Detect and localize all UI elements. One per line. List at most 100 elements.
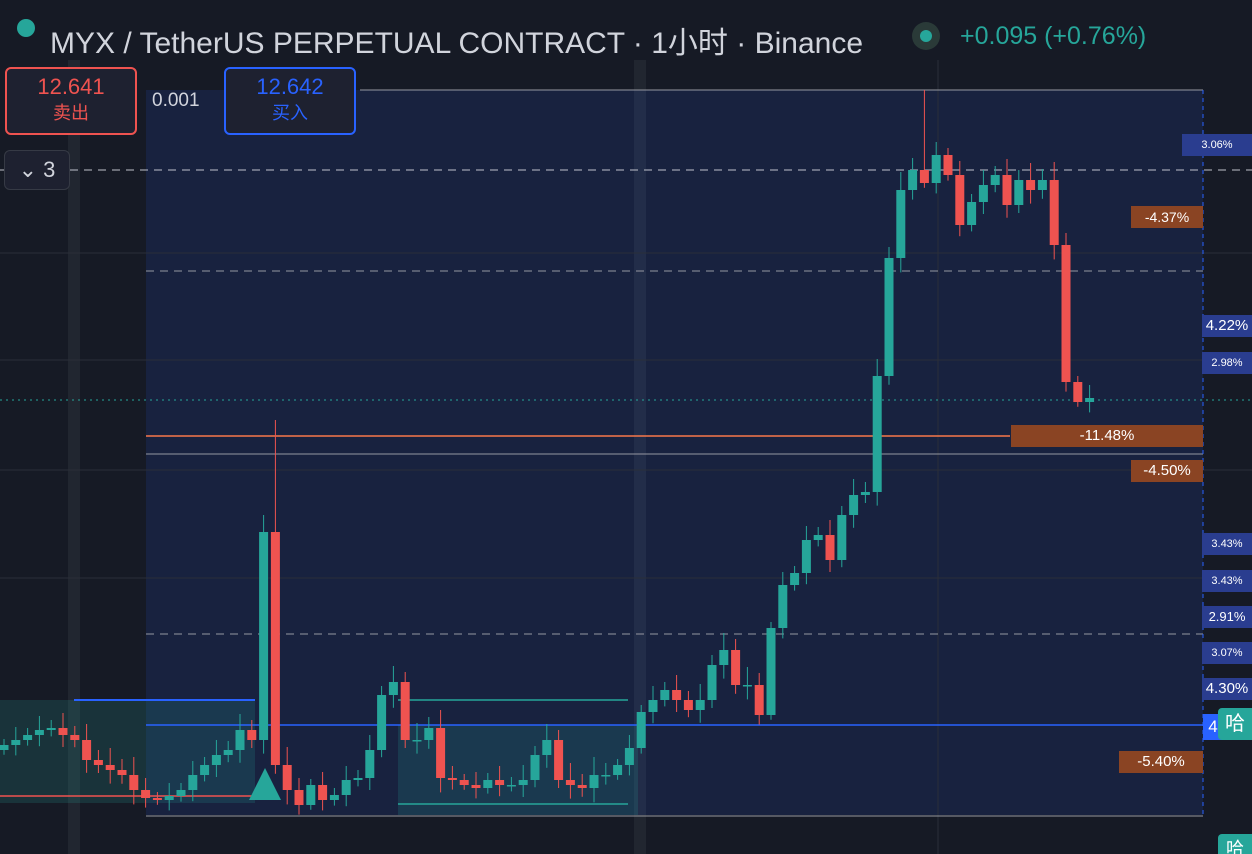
candle-body [565,780,575,785]
status-dot [920,30,932,42]
box-zone [398,725,638,815]
candle-body [813,535,823,540]
price-label: 2.98% [1202,352,1252,374]
layers-toggle[interactable]: ⌄ 3 [4,150,70,190]
candle-body [931,155,941,183]
candle-body [388,682,398,695]
quantity[interactable]: 0.001 [152,90,200,111]
candle-body [1014,180,1024,205]
candle-body [884,258,894,376]
candle-body [943,155,953,175]
price-label: -11.48% [1011,425,1203,447]
candle-body [270,532,280,765]
candle-body [919,170,929,183]
candle-body [801,540,811,573]
candle-body [648,700,658,712]
candle-body [164,796,174,800]
candle-body [93,760,103,765]
candle-body [129,775,139,790]
candle-body [188,775,198,790]
candle-body [329,795,339,800]
price-label: 3.07% [1202,642,1252,664]
sell-button[interactable]: 12.641 卖出 [5,67,137,135]
candle-body [1049,180,1059,245]
session-band [68,60,80,854]
candle-body [1026,180,1036,190]
signal-arrow [249,768,281,800]
candle-body [1002,175,1012,205]
candle-body [0,745,9,750]
candle-body [683,700,693,710]
candle-body [70,735,80,740]
candle-body [306,785,316,805]
price-label: 4.30% [1202,678,1252,700]
side-tag: 哈 [1218,834,1252,854]
candle-body [530,755,540,780]
candle-body [223,750,233,755]
candle-body [23,735,33,740]
candle-body [506,785,516,787]
side-tag: 哈 [1218,708,1252,740]
candle-body [400,682,410,740]
candle-body [471,785,481,788]
buy-button[interactable]: 12.642 买入 [224,67,356,135]
candle-body [742,685,752,687]
candle-body [58,728,68,735]
candle-body [259,532,269,740]
candle-body [624,748,634,765]
candle-body [990,175,1000,185]
candle-body [601,775,611,777]
symbol-title: MYX / TetherUS PERPETUAL CONTRACT · 1小时 … [50,27,864,60]
price-label: 3.43% [1202,570,1252,592]
price-label: -5.40% [1119,751,1203,773]
candle-body [766,628,776,715]
candle-body [200,765,210,775]
candle-body [282,765,292,790]
candle-body [176,790,186,796]
candle-body [46,728,56,730]
candle-body [731,650,741,685]
candle-body [211,755,221,765]
candle-body [1037,180,1047,190]
candle-body [542,740,552,755]
candle-body [11,740,21,745]
candle-body [672,690,682,700]
candle-body [860,492,870,495]
candle-body [849,495,859,515]
candle-body [365,750,375,778]
price-label: 3.43% [1202,533,1252,555]
price-label: 4.22% [1202,315,1252,337]
candle-body [577,785,587,788]
candle-body [318,785,328,800]
candle-body [1073,382,1083,402]
candle-body [1085,398,1095,402]
candle-body [495,780,505,785]
price-change: +0.095 (+0.76%) [960,22,1147,50]
price-label: -4.50% [1131,460,1203,482]
logo [17,19,35,37]
candle-body [235,730,245,750]
candle-body [695,700,705,710]
candle-body [34,730,44,735]
candle-body [247,730,257,740]
buy-price: 12.642 [256,74,324,99]
candle-body [353,778,363,780]
candle-body [117,770,127,775]
candle-body [754,685,764,715]
range-zone [146,90,1203,815]
sell-label: 卖出 [53,103,89,123]
layers-count: 3 [43,157,56,182]
candle-body [554,740,564,780]
candle-body [589,775,599,788]
candle-body [978,185,988,202]
buy-label: 买入 [272,103,308,123]
candle-body [518,780,528,785]
box-zone [0,700,255,803]
candle-body [825,535,835,560]
candle-body [790,573,800,585]
candle-body [955,175,965,225]
price-label: 3.06% [1182,134,1252,156]
candle-body [967,202,977,225]
